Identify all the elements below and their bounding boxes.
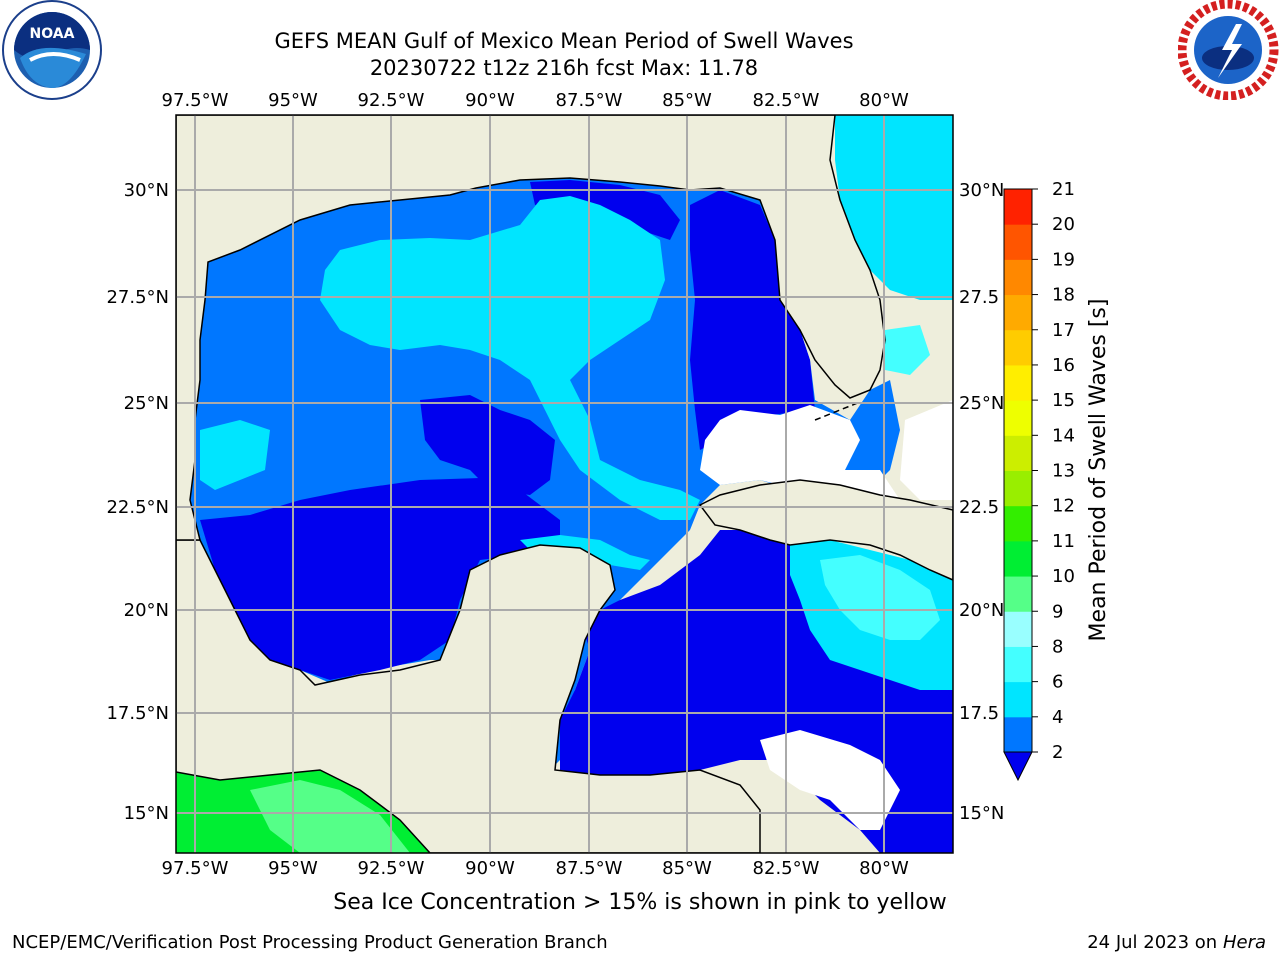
map-frame <box>175 114 954 854</box>
lat-label-left: 15°N <box>124 803 169 824</box>
nws-logo <box>1178 0 1279 100</box>
lat-label-left: 30°N <box>124 180 169 201</box>
colorbar-tick-label: 11 <box>1052 531 1075 552</box>
lat-label-right: 20°N <box>959 600 1004 621</box>
axis-labels: 97.5°W 97.5°W 95°W 95°W 92.5°W 92.5°W 90°W 90°W… <box>106 90 1004 879</box>
lat-label-left: 25°N <box>124 393 169 414</box>
colorbar-bin <box>1004 435 1032 471</box>
zone-4-6-north <box>320 196 700 520</box>
noaa-logo-text: NOAA <box>30 26 75 42</box>
footer-date: 24 Jul 2023 on Hera <box>1087 932 1266 953</box>
colorbar-bin <box>1004 294 1032 331</box>
lat-label-left: 17.5°N <box>106 703 169 724</box>
colorbar-bin <box>1004 540 1032 577</box>
lon-label-top: 87.5°W <box>556 90 623 111</box>
zone-4-6-west <box>200 420 270 490</box>
colorbar-bin <box>1004 364 1032 401</box>
colorbar-bin <box>1004 400 1032 436</box>
zone-6-8-bahamas <box>885 325 930 375</box>
lon-label-top: 80°W <box>859 90 909 111</box>
lat-label-right: 25°N <box>959 393 1004 414</box>
lon-label-bottom: 97.5°W <box>162 858 229 879</box>
lon-label-top: 85°W <box>662 90 712 111</box>
colorbar-tick-label: 14 <box>1052 425 1075 446</box>
pacific-swell-light <box>250 780 410 853</box>
lat-label-right: 17.5 <box>959 703 999 724</box>
colorbar-tick-label: 9 <box>1052 601 1063 622</box>
colorbar-bin <box>1004 646 1032 683</box>
noaa-logo: NOAA <box>2 0 102 100</box>
colorbar-tick-label: 15 <box>1052 390 1075 411</box>
graticule <box>176 115 953 853</box>
colorbar-tick-label: 20 <box>1052 214 1075 235</box>
colorbar-bin <box>1004 329 1032 366</box>
lon-label-bottom: 90°W <box>465 858 515 879</box>
lat-label-left: 27.5°N <box>106 287 169 308</box>
colorbar-tick-label: 13 <box>1052 461 1075 482</box>
colorbar-bin <box>1004 259 1032 296</box>
colorbar: 2 4 6 8 9 10 11 12 13 14 15 16 17 18 19 20 21 <box>1003 179 1075 782</box>
chart-subtitle: 20230722 t12z 216h fcst Max: 11.78 <box>369 56 759 80</box>
land-us-gulf-coast <box>176 115 886 541</box>
lon-label-bottom: 82.5°W <box>753 858 820 879</box>
sea-ice-caption: Sea Ice Concentration > 15% is shown in … <box>333 890 947 915</box>
colorbar-tick-label: 12 <box>1052 496 1075 517</box>
colorbar-bin <box>1004 716 1032 753</box>
footer-branch: NCEP/EMC/Verification Post Processing Pr… <box>12 932 608 953</box>
colorbar-tick-label: 4 <box>1052 707 1063 728</box>
colorbar-tick-label: 6 <box>1052 672 1063 693</box>
no-data-bahamas <box>900 400 953 500</box>
zone-under-2-east <box>690 190 815 450</box>
colorbar-tick-label: 2 <box>1052 742 1063 763</box>
map-area <box>176 115 953 853</box>
lat-label-right: 27.5 <box>959 287 999 308</box>
colorbar-bin <box>1004 576 1032 612</box>
zone-6-8-caribbean <box>820 555 940 640</box>
lat-label-right: 22.5 <box>959 497 999 518</box>
colorbar-label: Mean Period of Swell Waves [s] <box>1086 299 1111 642</box>
colorbar-under-arrow <box>1003 751 1033 782</box>
lat-label-right: 30°N <box>959 180 1004 201</box>
lat-label-right: 15°N <box>959 803 1004 824</box>
colorbar-bin <box>1004 681 1032 718</box>
colorbar-bin <box>1004 189 1032 225</box>
footer-host: Hera <box>1222 932 1266 953</box>
colorbar-bin <box>1004 505 1032 542</box>
lon-label-bottom: 85°W <box>662 858 712 879</box>
colorbar-bin <box>1004 224 1032 260</box>
lon-label-top: 82.5°W <box>753 90 820 111</box>
colorbar-bin <box>1004 611 1032 647</box>
land-cuba <box>698 479 953 581</box>
colorbar-tick-label: 19 <box>1052 249 1075 270</box>
colorbar-tick-label: 10 <box>1052 566 1075 587</box>
lon-label-top: 92.5°W <box>358 90 425 111</box>
chart-title: GEFS MEAN Gulf of Mexico Mean Period of … <box>274 29 854 53</box>
colorbar-tick-label: 16 <box>1052 355 1075 376</box>
colorbar-tick-label: 17 <box>1052 320 1075 341</box>
footer-date-text: 24 Jul 2023 on <box>1087 932 1218 953</box>
colorbar-bin <box>1004 470 1032 507</box>
colorbar-tick-label: 18 <box>1052 285 1075 306</box>
lon-label-bottom: 92.5°W <box>358 858 425 879</box>
colorbar-tick-label: 8 <box>1052 636 1063 657</box>
zone-under-2-west <box>200 478 560 680</box>
lon-label-top: 90°W <box>465 90 515 111</box>
lon-label-bottom: 95°W <box>268 858 318 879</box>
lon-label-top: 97.5°W <box>162 90 229 111</box>
lon-label-top: 95°W <box>268 90 318 111</box>
no-data-caribbean-south <box>760 730 900 830</box>
colorbar-tick-label: 21 <box>1052 179 1075 200</box>
lon-label-bottom: 87.5°W <box>556 858 623 879</box>
lat-label-left: 22.5°N <box>106 497 169 518</box>
no-data-yucatan-channel <box>700 405 900 500</box>
lon-label-bottom: 80°W <box>859 858 909 879</box>
florida-keys <box>814 401 861 421</box>
zone-under-2-central <box>420 395 555 495</box>
lat-label-left: 20°N <box>124 600 169 621</box>
zone-4-6-florida-east <box>835 115 953 300</box>
